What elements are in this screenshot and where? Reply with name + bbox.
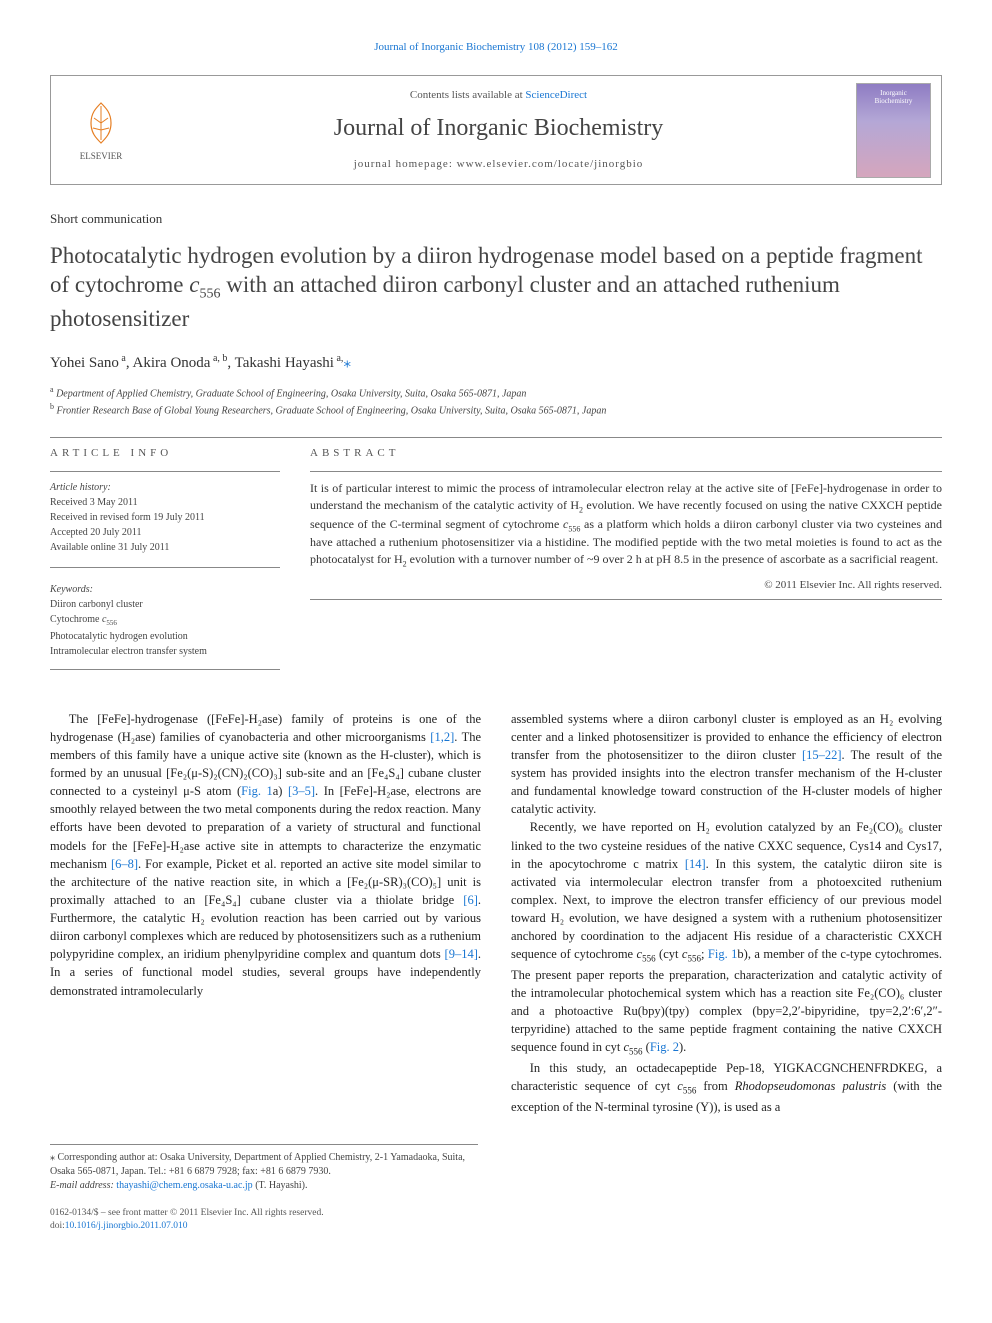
- divider: [310, 599, 942, 600]
- homepage-prefix: journal homepage:: [354, 158, 457, 170]
- divider: [50, 567, 280, 568]
- body-col-right: assembled systems where a diiron carbony…: [511, 710, 942, 1116]
- email-footnote: E-mail address: thayashi@chem.eng.osaka-…: [50, 1179, 478, 1193]
- citation-link[interactable]: [15–22]: [802, 748, 842, 762]
- keyword-3: Photocatalytic hydrogen evolution: [50, 629, 280, 644]
- history-online: Available online 31 July 2011: [50, 540, 280, 555]
- homepage-url: www.elsevier.com/locate/jinorgbio: [457, 158, 644, 170]
- figure-link[interactable]: Fig. 1: [241, 784, 273, 798]
- keyword-4: Intramolecular electron transfer system: [50, 644, 280, 659]
- abstract-head: ABSTRACT: [310, 446, 942, 461]
- body-col-left: The [FeFe]-hydrogenase ([FeFe]-H₂ase) fa…: [50, 710, 481, 1116]
- article-type: Short communication: [50, 210, 942, 228]
- journal-name: Journal of Inorganic Biochemistry: [151, 112, 846, 146]
- header-center: Contents lists available at ScienceDirec…: [151, 88, 846, 172]
- figure-link[interactable]: Fig. 2: [650, 1040, 679, 1054]
- affiliation-a: Department of Applied Chemistry, Graduat…: [56, 388, 526, 399]
- journal-cover-thumb: Inorganic Biochemistry: [856, 83, 931, 178]
- body-paragraph: assembled systems where a diiron carbony…: [511, 710, 942, 819]
- citation-link[interactable]: [9–14]: [445, 947, 478, 961]
- corresponding-mark[interactable]: ⁎: [343, 355, 351, 371]
- contents-prefix: Contents lists available at: [410, 89, 525, 101]
- article-info-column: ARTICLE INFO Article history: Received 3…: [50, 446, 280, 659]
- citation-link[interactable]: [14]: [685, 857, 706, 871]
- abstract-copyright: © 2011 Elsevier Inc. All rights reserved…: [310, 578, 942, 593]
- body-paragraph: In this study, an octadecapeptide Pep-18…: [511, 1059, 942, 1116]
- body-paragraph: The [FeFe]-hydrogenase ([FeFe]-H₂ase) fa…: [50, 710, 481, 1000]
- author-3: Takashi Hayashi: [235, 355, 334, 371]
- bottom-meta: 0162-0134/$ – see front matter © 2011 El…: [50, 1207, 942, 1234]
- elsevier-tree-icon: [76, 98, 126, 148]
- email-link[interactable]: thayashi@chem.eng.osaka-u.ac.jp: [116, 1180, 252, 1191]
- top-citation: Journal of Inorganic Biochemistry 108 (2…: [50, 40, 942, 55]
- homepage-line: journal homepage: www.elsevier.com/locat…: [151, 157, 846, 172]
- history-accepted: Accepted 20 July 2011: [50, 525, 280, 540]
- body-paragraph: Recently, we have reported on H₂ evoluti…: [511, 818, 942, 1058]
- citation-link[interactable]: [1,2]: [430, 730, 454, 744]
- doi-line: doi:10.1016/j.jinorgbio.2011.07.010: [50, 1220, 942, 1233]
- divider: [50, 669, 280, 670]
- sciencedirect-link[interactable]: ScienceDirect: [525, 89, 587, 101]
- affiliations: a Department of Applied Chemistry, Gradu…: [50, 384, 942, 419]
- issn-line: 0162-0134/$ – see front matter © 2011 El…: [50, 1207, 942, 1220]
- article-history: Article history: Received 3 May 2011 Rec…: [50, 480, 280, 555]
- abstract-text: It is of particular interest to mimic th…: [310, 480, 942, 569]
- history-received: Received 3 May 2011: [50, 495, 280, 510]
- citation-link[interactable]: [6]: [463, 893, 478, 907]
- contents-line: Contents lists available at ScienceDirec…: [151, 88, 846, 103]
- authors: Yohei Sano a, Akira Onoda a, b, Takashi …: [50, 352, 942, 374]
- elsevier-logo: ELSEVIER: [61, 85, 141, 175]
- article-title: Photocatalytic hydrogen evolution by a d…: [50, 241, 942, 335]
- cover-label-2: Biochemistry: [875, 98, 913, 106]
- citation-link[interactable]: [3–5]: [288, 784, 315, 798]
- keywords-label: Keywords:: [50, 582, 280, 597]
- author-2: Akira Onoda: [133, 355, 211, 371]
- keywords: Keywords: Diiron carbonyl cluster Cytoch…: [50, 582, 280, 659]
- affiliation-b: Frontier Research Base of Global Young R…: [57, 406, 607, 417]
- journal-header: ELSEVIER Contents lists available at Sci…: [50, 75, 942, 185]
- body-columns: The [FeFe]-hydrogenase ([FeFe]-H₂ase) fa…: [50, 710, 942, 1116]
- history-label: Article history:: [50, 480, 280, 495]
- divider: [50, 471, 280, 472]
- elsevier-label: ELSEVIER: [80, 150, 123, 163]
- corresponding-footnote: ⁎ Corresponding author at: Osaka Univers…: [50, 1151, 478, 1179]
- doi-link[interactable]: 10.1016/j.jinorgbio.2011.07.010: [65, 1221, 188, 1231]
- keyword-2: Cytochrome c556: [50, 612, 280, 629]
- author-1: Yohei Sano: [50, 355, 119, 371]
- article-info-head: ARTICLE INFO: [50, 446, 280, 461]
- figure-link[interactable]: Fig. 1: [708, 947, 738, 961]
- footnotes: ⁎ Corresponding author at: Osaka Univers…: [50, 1144, 478, 1193]
- top-citation-link[interactable]: Journal of Inorganic Biochemistry 108 (2…: [374, 41, 618, 53]
- divider: [310, 471, 942, 472]
- abstract-column: ABSTRACT It is of particular interest to…: [310, 446, 942, 659]
- divider: [50, 437, 942, 438]
- history-revised: Received in revised form 19 July 2011: [50, 510, 280, 525]
- keyword-1: Diiron carbonyl cluster: [50, 597, 280, 612]
- citation-link[interactable]: [6–8]: [111, 857, 138, 871]
